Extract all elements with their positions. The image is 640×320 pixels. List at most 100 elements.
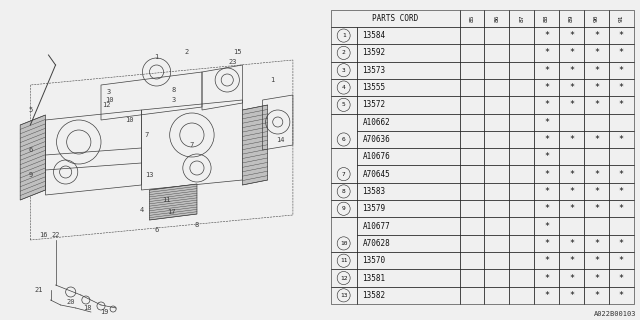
- Text: 1: 1: [154, 54, 159, 60]
- Bar: [460, 200, 484, 217]
- Bar: [534, 235, 559, 252]
- Bar: [509, 287, 534, 304]
- Bar: [460, 61, 484, 79]
- Bar: [331, 200, 356, 217]
- Text: 3: 3: [107, 89, 111, 95]
- Text: *: *: [594, 48, 599, 57]
- Bar: [460, 165, 484, 183]
- Text: 13555: 13555: [363, 83, 386, 92]
- Bar: [609, 131, 634, 148]
- Text: A70645: A70645: [363, 170, 390, 179]
- Bar: [584, 27, 609, 44]
- Bar: [484, 165, 509, 183]
- Bar: [534, 165, 559, 183]
- Bar: [356, 131, 460, 148]
- Bar: [484, 10, 509, 27]
- Bar: [609, 287, 634, 304]
- Bar: [609, 61, 634, 79]
- Bar: [484, 269, 509, 287]
- Bar: [356, 269, 460, 287]
- Text: *: *: [619, 170, 624, 179]
- Bar: [509, 27, 534, 44]
- Bar: [331, 269, 356, 287]
- Bar: [460, 148, 484, 165]
- Bar: [534, 44, 559, 61]
- Bar: [534, 148, 559, 165]
- Bar: [331, 183, 356, 200]
- Bar: [609, 183, 634, 200]
- Bar: [460, 79, 484, 96]
- Bar: [584, 165, 609, 183]
- Text: *: *: [619, 204, 624, 213]
- Text: 16: 16: [39, 232, 47, 238]
- Text: *: *: [544, 256, 549, 265]
- Text: *: *: [594, 66, 599, 75]
- Bar: [559, 269, 584, 287]
- Polygon shape: [20, 115, 45, 200]
- Bar: [534, 61, 559, 79]
- Bar: [460, 217, 484, 235]
- Bar: [331, 217, 356, 252]
- Text: *: *: [569, 48, 574, 57]
- Text: 17: 17: [168, 209, 176, 215]
- Bar: [609, 96, 634, 114]
- Text: 13570: 13570: [363, 256, 386, 265]
- Bar: [460, 183, 484, 200]
- Text: *: *: [594, 100, 599, 109]
- Text: *: *: [569, 31, 574, 40]
- Text: 3: 3: [172, 97, 176, 103]
- Text: *: *: [619, 83, 624, 92]
- Text: *: *: [594, 274, 599, 283]
- Bar: [609, 235, 634, 252]
- Bar: [356, 252, 460, 269]
- Bar: [584, 252, 609, 269]
- Bar: [460, 235, 484, 252]
- Bar: [559, 287, 584, 304]
- Bar: [356, 217, 460, 235]
- Bar: [484, 114, 509, 131]
- Text: 13592: 13592: [363, 48, 386, 57]
- Bar: [509, 165, 534, 183]
- Bar: [356, 114, 460, 131]
- Text: 13579: 13579: [363, 204, 386, 213]
- Text: *: *: [594, 239, 599, 248]
- Bar: [356, 61, 460, 79]
- Text: *: *: [569, 135, 574, 144]
- Bar: [509, 252, 534, 269]
- Bar: [509, 79, 534, 96]
- Text: *: *: [544, 100, 549, 109]
- Text: 4: 4: [140, 207, 143, 213]
- Bar: [584, 79, 609, 96]
- Bar: [584, 10, 609, 27]
- Text: *: *: [569, 187, 574, 196]
- Bar: [460, 10, 484, 27]
- Text: *: *: [569, 170, 574, 179]
- Bar: [584, 61, 609, 79]
- Text: *: *: [619, 31, 624, 40]
- Text: 7: 7: [190, 142, 194, 148]
- Bar: [331, 10, 460, 27]
- Bar: [484, 217, 509, 235]
- Bar: [356, 148, 460, 165]
- Bar: [609, 114, 634, 131]
- Bar: [584, 217, 609, 235]
- Text: *: *: [619, 66, 624, 75]
- Text: 13: 13: [340, 293, 348, 298]
- Text: 22: 22: [51, 232, 60, 238]
- Text: *: *: [544, 83, 549, 92]
- Text: 13573: 13573: [363, 66, 386, 75]
- Bar: [534, 96, 559, 114]
- Text: *: *: [594, 291, 599, 300]
- Bar: [509, 183, 534, 200]
- Text: *: *: [569, 291, 574, 300]
- Text: 13: 13: [145, 172, 154, 178]
- Bar: [460, 287, 484, 304]
- Text: 13581: 13581: [363, 274, 386, 283]
- Text: *: *: [594, 256, 599, 265]
- Text: 5: 5: [342, 102, 346, 107]
- Bar: [534, 217, 559, 235]
- Bar: [534, 131, 559, 148]
- Text: 89: 89: [569, 14, 574, 22]
- Bar: [534, 183, 559, 200]
- Text: 1: 1: [271, 77, 275, 83]
